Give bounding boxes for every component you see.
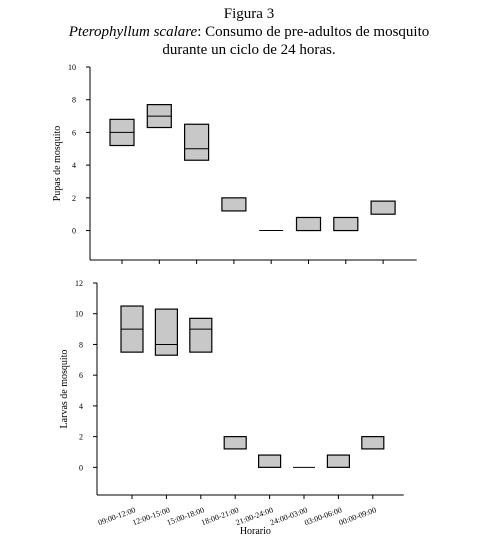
x-tick-label: 09:00-12:00: [97, 505, 137, 527]
y-tick-label: 0: [79, 463, 83, 472]
x-tick-label: 24:00-03:00: [269, 505, 309, 527]
x-tick-label: 21:00-24:00: [234, 505, 274, 527]
y-tick-label: 6: [72, 128, 76, 137]
y-tick-label: 4: [72, 161, 76, 170]
x-tick-label: 15:00-18:00: [166, 505, 206, 527]
figure-label: Figura 3: [224, 6, 274, 22]
box: [184, 123, 210, 161]
box: [223, 436, 247, 450]
box: [258, 454, 282, 468]
y-tick-label: 8: [79, 340, 83, 349]
y-tick-label: 4: [79, 402, 83, 411]
x-tick-label: 03:00-06:00: [303, 505, 343, 527]
box: [221, 197, 247, 212]
y-axis-label: Pupas de mosquito: [52, 126, 63, 202]
figure-caption: Pterophyllum scalare: Consumo de pre-adu…: [68, 24, 430, 40]
caption-text: : Consumo de pre-adultos de mosquito: [197, 24, 429, 40]
y-tick-label: 12: [75, 279, 83, 288]
y-tick-label: 0: [72, 227, 76, 236]
y-tick-label: 10: [68, 63, 76, 72]
box: [326, 454, 350, 468]
x-tick-label: 00:00-09:00: [338, 505, 378, 527]
y-tick-label: 8: [72, 96, 76, 105]
figure-caption: durante un ciclo de 24 horas.: [162, 42, 335, 58]
y-tick-label: 6: [79, 371, 83, 380]
y-axis-label: Larvas de mosquito: [59, 350, 70, 429]
box: [295, 216, 322, 232]
x-tick-label: 12:00-15:00: [131, 505, 171, 527]
box: [333, 216, 359, 232]
x-tick-label: 18:00-21:00: [200, 505, 240, 527]
box: [154, 308, 178, 356]
box: [189, 317, 213, 353]
box: [370, 200, 396, 215]
y-tick-label: 2: [79, 433, 83, 442]
y-tick-label: 2: [72, 194, 76, 203]
x-axis-label: Horario: [240, 526, 271, 537]
y-tick-label: 10: [75, 310, 83, 319]
species: Pterophyllum scalare: [68, 24, 198, 40]
box: [361, 436, 385, 450]
